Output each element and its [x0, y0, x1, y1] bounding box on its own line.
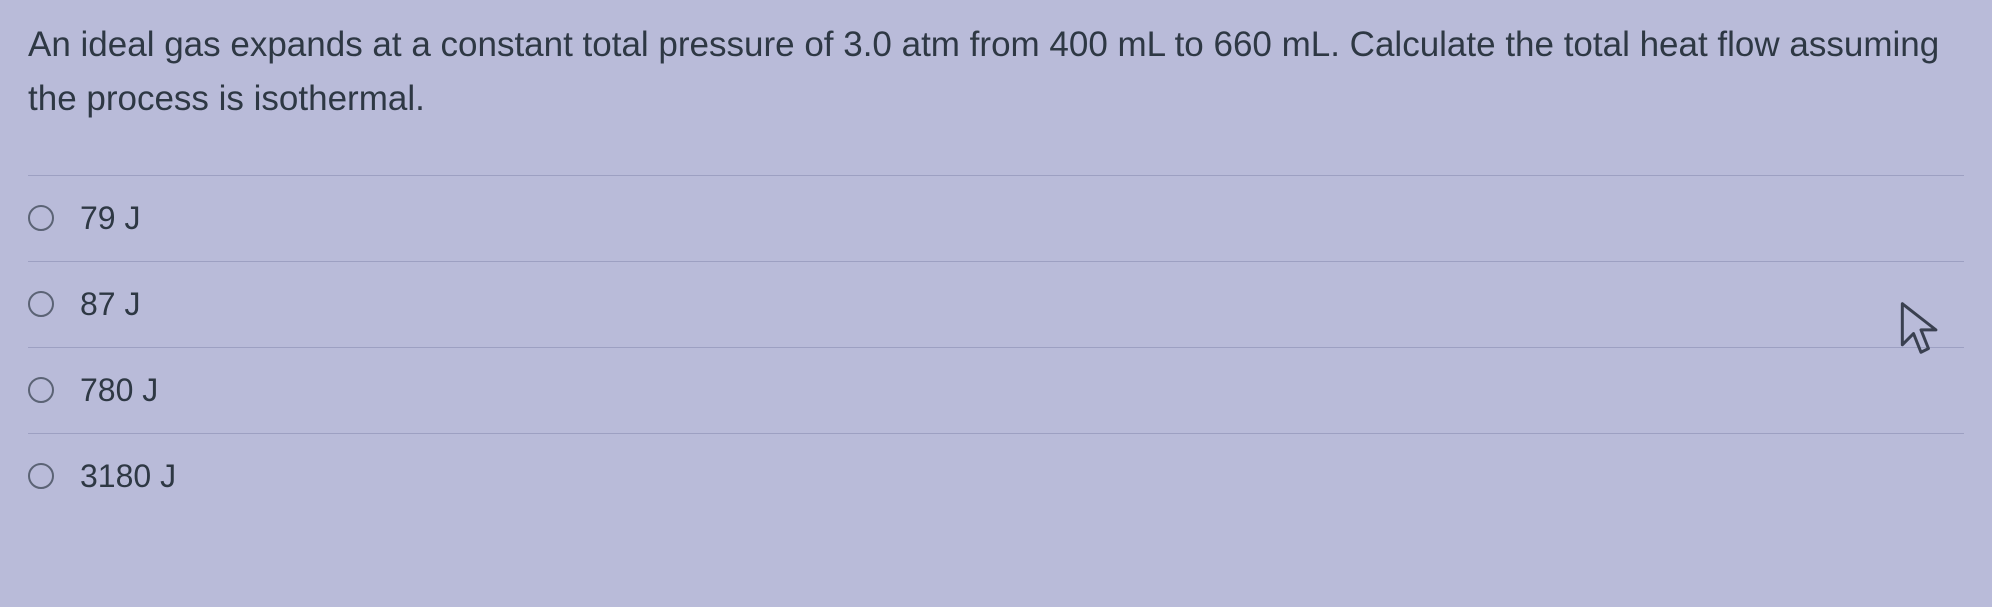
radio-icon[interactable]: [28, 205, 54, 231]
option-row[interactable]: 87 J: [28, 261, 1964, 347]
option-label: 780 J: [80, 372, 158, 409]
option-label: 79 J: [80, 200, 140, 237]
question-container: An ideal gas expands at a constant total…: [0, 0, 1992, 515]
option-label: 87 J: [80, 286, 140, 323]
option-row[interactable]: 3180 J: [28, 433, 1964, 515]
option-row[interactable]: 780 J: [28, 347, 1964, 433]
radio-icon[interactable]: [28, 291, 54, 317]
option-row[interactable]: 79 J: [28, 175, 1964, 261]
option-label: 3180 J: [80, 458, 176, 495]
radio-icon[interactable]: [28, 377, 54, 403]
radio-icon[interactable]: [28, 463, 54, 489]
options-list: 79 J 87 J 780 J 3180 J: [28, 175, 1964, 515]
question-text: An ideal gas expands at a constant total…: [28, 18, 1964, 127]
